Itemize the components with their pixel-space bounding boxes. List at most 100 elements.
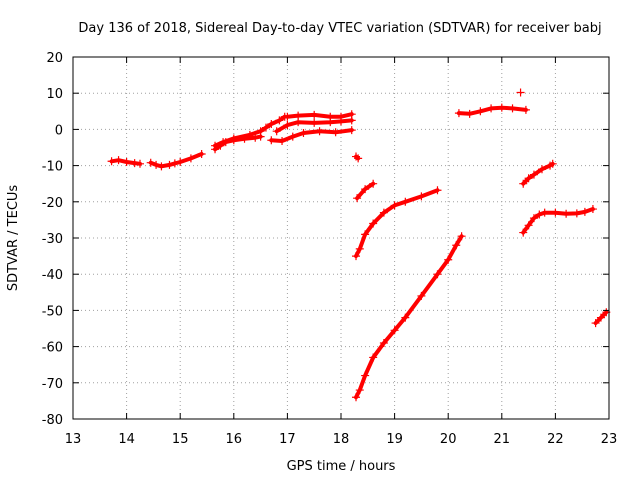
x-tick-label: 14 [118, 432, 135, 447]
y-tick-label: 20 [46, 51, 63, 66]
series-trace [521, 207, 595, 235]
series-trace [354, 234, 464, 400]
y-tick-label: -50 [42, 304, 63, 319]
y-tick-label: 10 [46, 87, 63, 102]
data-point [452, 241, 461, 250]
x-tick-label: 15 [172, 432, 189, 447]
data-point [272, 127, 281, 136]
data-point [157, 162, 166, 171]
x-tick-labels: 13 14 15 16 17 18 19 20 21 22 23 [65, 432, 618, 447]
data-point [354, 154, 363, 163]
y-tick-label: -40 [42, 268, 63, 283]
data-point [114, 156, 123, 165]
data-point [176, 157, 185, 166]
data-point [278, 136, 287, 145]
series-15 [591, 308, 611, 328]
data-point [516, 88, 525, 97]
data-point [326, 112, 335, 121]
data-point [497, 103, 506, 112]
data-point [197, 150, 206, 159]
data-point [540, 208, 549, 217]
data-point [580, 207, 589, 216]
data-point [465, 109, 474, 118]
data-point [487, 104, 496, 113]
series-trace [521, 161, 555, 186]
data-point [572, 209, 581, 218]
data-point [551, 208, 560, 217]
data-point [245, 130, 254, 139]
y-tick-label: -30 [42, 232, 63, 247]
data-point [219, 138, 228, 147]
data-point [433, 186, 442, 195]
series-7 [352, 152, 363, 163]
data-point [186, 154, 195, 163]
data-point [454, 109, 463, 118]
chart-title: Day 136 of 2018, Sidereal Day-to-day VTE… [78, 21, 601, 36]
data-point [107, 157, 116, 166]
x-tick-label: 13 [65, 432, 82, 447]
data-point [310, 118, 319, 127]
data-point [588, 205, 597, 214]
data-point [433, 270, 442, 279]
data-point [130, 159, 139, 168]
data-point [529, 214, 538, 223]
data-point [267, 136, 276, 145]
data-point [353, 194, 362, 203]
data-point [361, 185, 370, 194]
data-point [591, 319, 600, 328]
x-tick-label: 18 [333, 432, 350, 447]
data-point [122, 157, 131, 166]
x-tick-label: 16 [226, 432, 243, 447]
data-point [548, 159, 557, 168]
data-marks [107, 88, 611, 402]
y-tick-label: -80 [42, 413, 63, 428]
data-point [152, 160, 161, 169]
data-point [519, 228, 528, 237]
data-point [294, 111, 303, 120]
data-point [283, 121, 292, 130]
data-point [165, 160, 174, 169]
grid-lines [73, 57, 609, 419]
data-point [352, 393, 361, 402]
data-point [508, 104, 517, 113]
data-point [538, 165, 546, 174]
data-point [315, 127, 324, 136]
series-11 [454, 103, 530, 118]
data-point [256, 127, 265, 136]
y-tick-labels: -80 -70 -60 -50 -40 -30 -20 -10 0 10 20 [42, 51, 63, 428]
data-point [211, 141, 220, 150]
data-point [401, 313, 410, 322]
data-point [562, 209, 571, 218]
data-point [369, 353, 378, 362]
x-tick-label: 23 [601, 432, 618, 447]
data-point [347, 110, 356, 119]
data-point [521, 105, 530, 114]
x-tick-label: 21 [494, 432, 511, 447]
data-point [417, 291, 426, 300]
data-point [283, 112, 292, 121]
data-point [229, 134, 238, 143]
data-point [310, 110, 319, 119]
data-point [369, 179, 378, 188]
x-tick-label: 19 [386, 432, 403, 447]
data-point [390, 201, 399, 210]
data-point [524, 174, 533, 183]
y-tick-label: -60 [42, 341, 63, 356]
data-point [288, 132, 297, 141]
data-point [524, 221, 533, 230]
data-point [390, 326, 399, 335]
series-9 [352, 186, 442, 261]
y-tick-label: -10 [42, 160, 63, 175]
data-point [331, 128, 340, 137]
y-tick-label: -70 [42, 377, 63, 392]
data-point [361, 371, 370, 380]
y-tick-label: 0 [55, 123, 63, 138]
data-point [275, 116, 284, 125]
data-point [529, 170, 538, 179]
data-point [476, 107, 485, 116]
data-point [146, 158, 155, 167]
data-point [379, 338, 388, 347]
data-point [457, 232, 466, 241]
data-point [347, 126, 356, 135]
series-trace [354, 188, 440, 259]
